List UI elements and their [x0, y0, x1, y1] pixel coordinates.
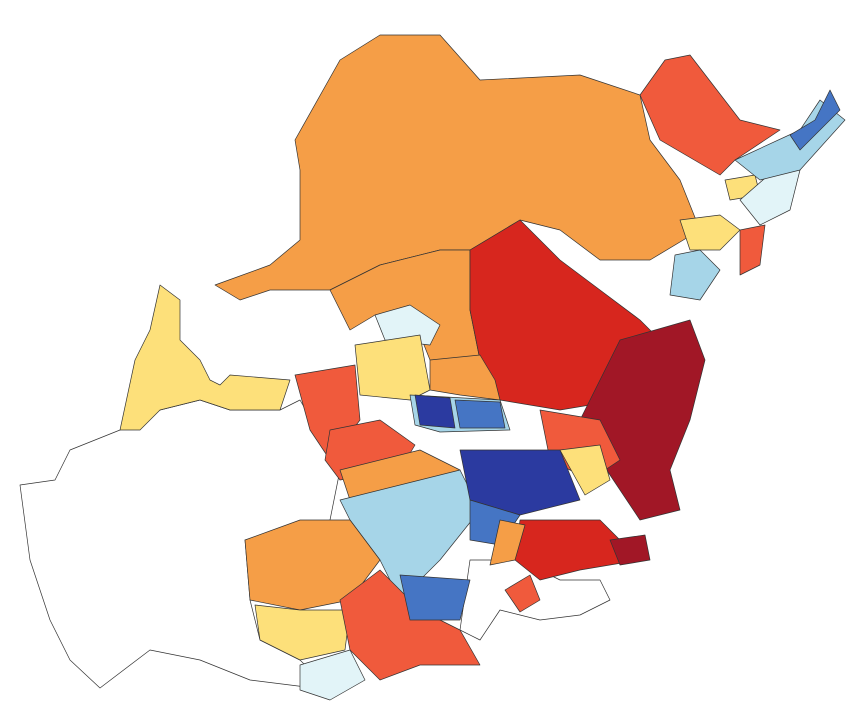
area-blue [454, 399, 506, 429]
area-orange [489, 519, 526, 566]
area-yellow [119, 284, 291, 431]
area-yellow [254, 604, 351, 661]
area-red-orange [504, 574, 541, 613]
area-yellow [559, 444, 611, 496]
area-dark-blue [414, 394, 456, 429]
area-red-orange [339, 569, 481, 681]
area-blue [789, 89, 841, 151]
area-blue [399, 574, 471, 621]
area-red-orange [739, 224, 766, 276]
area-dark-blue [459, 449, 581, 516]
area-light-blue [669, 249, 721, 301]
area-red-orange [639, 54, 781, 176]
area-orange [244, 519, 381, 611]
area-light-cyan [299, 649, 366, 701]
area-yellow [679, 214, 741, 251]
area-dark-red [609, 534, 651, 566]
area-yellow [354, 334, 431, 401]
area-orange [214, 34, 701, 301]
area-light-cyan [374, 304, 441, 346]
